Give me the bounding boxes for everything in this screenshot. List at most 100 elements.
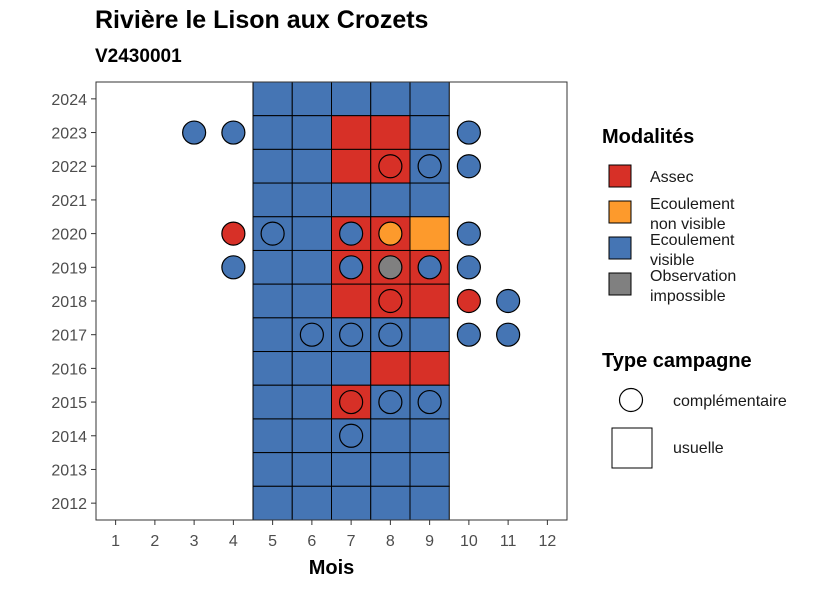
complementaire-point [456,288,481,314]
usuelle-tile [370,351,411,386]
complementaire-point [182,120,207,145]
complementaire-point [339,423,364,448]
usuelle-tile [291,249,332,285]
usuelle-tile [252,182,293,218]
chart-subtitle: V2430001 [95,46,182,67]
usuelle-tile [370,452,411,487]
complementaire-point [378,154,403,179]
legend-label: Assec [650,169,694,186]
complementaire-point [378,288,403,314]
complementaire-point [221,120,246,145]
usuelle-tile [252,115,293,150]
usuelle-tile [409,452,450,487]
x-tick-label: 4 [229,533,238,550]
complementaire-point [221,221,246,246]
x-tick-label: 8 [386,533,395,550]
usuelle-tile [252,249,293,285]
complementaire-point [456,120,481,145]
y-tick-label: 2013 [51,462,87,479]
usuelle-tile [370,115,411,150]
usuelle-tile [291,384,332,420]
usuelle-tile [252,384,293,420]
usuelle-tile [331,485,372,521]
legend-label: impossible [650,288,726,305]
x-tick-label: 11 [500,533,517,550]
complementaire-point [260,221,285,246]
usuelle-tile [331,148,372,184]
x-tick-label: 2 [150,533,159,550]
legend-label: Observation [650,268,736,285]
usuelle-tile [291,115,332,150]
usuelle-tile [252,452,293,487]
legend-label: Ecoulement [650,232,735,249]
usuelle-tile [291,351,332,386]
usuelle-tile [409,81,450,117]
usuelle-tile [409,485,450,521]
legend-key-observation_impossible [608,272,632,296]
x-tick-label: 10 [460,533,478,550]
complementaire-point [496,322,521,347]
complementaire-point [339,255,364,280]
axis-ticks [91,98,548,525]
y-tick-label: 2022 [51,159,87,176]
x-tick-label: 12 [538,533,556,550]
usuelle-tile [370,485,411,521]
usuelle-tile [331,182,372,218]
usuelle-tile [370,182,411,218]
complementaire-point [378,255,403,280]
complementaire-point [456,154,481,179]
y-tick-label: 2012 [51,496,87,513]
x-tick-label: 3 [190,533,199,550]
usuelle-tile [331,351,372,386]
usuelle-tile [252,485,293,521]
legend-label: complémentaire [673,393,787,410]
axis-labels: 2012 2013 2014 2015 2016 2017 2018 2019 2020 2021… [51,92,556,579]
y-tick-label: 2014 [51,429,87,446]
y-tick-label: 2018 [51,294,87,311]
y-tick-label: 2019 [51,260,87,277]
complementaire-point [378,221,403,246]
y-tick-label: 2017 [51,328,87,345]
complementaire-point [456,221,481,246]
usuelle-tile [291,283,332,319]
x-tick-label: 6 [307,533,316,550]
usuelle-tile [252,317,293,353]
usuelle-tile [291,148,332,184]
legend-label: non visible [650,216,726,233]
legend-modalites-title: Modalités [602,126,694,148]
usuelle-tiles [252,81,450,521]
complementaire-point [378,322,403,347]
legend-key-complementaire [618,387,644,413]
complementaire-point [496,288,521,314]
usuelle-tile [291,418,332,454]
complementaire-point [339,221,364,246]
usuelle-tile [291,81,332,117]
usuelle-tile [409,115,450,150]
usuelle-tile [409,182,450,218]
y-tick-label: 2023 [51,126,87,143]
usuelle-tile [331,452,372,487]
usuelle-tile [331,81,372,117]
usuelle-tile [331,283,372,319]
legend-label: usuelle [673,440,724,457]
usuelle-tile [409,317,450,353]
usuelle-tile [409,351,450,386]
legend-type-title: Type campagne [602,350,752,372]
complementaire-point [339,389,364,415]
chart-title: Rivière le Lison aux Crozets [95,6,429,34]
complementaire-point [339,322,364,347]
x-tick-label: 9 [425,533,434,550]
x-axis-title: Mois [309,557,355,579]
x-tick-label: 1 [111,533,120,550]
usuelle-tile [409,216,450,251]
legend-key-usuelle [611,427,653,469]
legend-label: Ecoulement [650,196,735,213]
usuelle-tile [409,418,450,454]
complementaire-point [378,389,403,415]
legend-key-ecoulement_visible [608,236,632,260]
x-tick-label: 7 [347,533,356,550]
usuelle-tile [252,418,293,454]
usuelle-tile [291,216,332,251]
